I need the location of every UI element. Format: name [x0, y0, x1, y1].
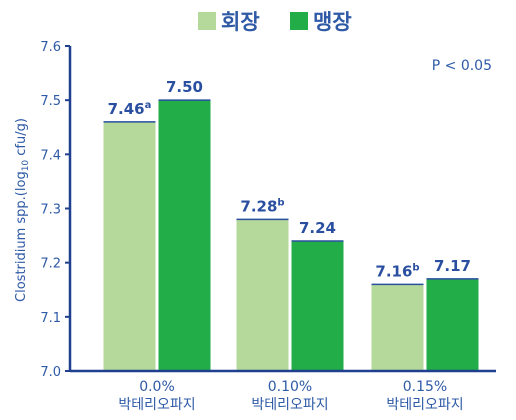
legend-swatch [290, 12, 308, 30]
bar-ileum [371, 284, 424, 371]
x-category-label: 0.15% 박테리오파지 [386, 379, 463, 413]
bar-cecum [426, 278, 479, 371]
value-labels: 7.46a 7.50 7.28b 7.24 7.16b 7.17 [108, 78, 471, 280]
value-label: 7.28b [240, 197, 284, 215]
y-axis: 7.0 7.1 7.2 7.3 7.4 7.5 7.6 [40, 40, 72, 380]
y-axis-label: Clostridium spp.(log10 cfu/g) [14, 118, 31, 302]
y-tick-label: 7.2 [40, 257, 61, 272]
y-tick-label: 7.0 [40, 365, 61, 380]
bar-group [103, 99, 479, 372]
chart-legend: 회장 맹장 [198, 10, 352, 34]
y-tick-label: 7.3 [40, 203, 61, 218]
y-tick-label: 7.4 [40, 148, 61, 163]
y-tick-label: 7.1 [40, 311, 61, 326]
legend-label: 맹장 [313, 10, 352, 34]
bar-ileum [236, 219, 289, 371]
legend-swatch [198, 12, 216, 30]
x-axis: 0.0% 박테리오파지 0.10% 박테리오파지 0.15% 박테리오파지 [70, 369, 496, 413]
y-tick-label: 7.6 [40, 40, 61, 55]
value-label: 7.17 [434, 257, 471, 275]
value-label: 7.16b [375, 262, 419, 280]
bar-ileum [103, 121, 156, 371]
legend-label: 회장 [221, 10, 260, 34]
bar-cecum [158, 100, 211, 372]
significance-annotation: P < 0.05 [432, 58, 492, 74]
x-category-label: 0.0% 박테리오파지 [118, 379, 195, 413]
value-label: 7.46a [108, 100, 152, 118]
value-label: 7.50 [166, 78, 203, 96]
bar-cecum [291, 241, 344, 371]
y-tick-label: 7.5 [40, 94, 61, 109]
value-label: 7.24 [299, 219, 336, 237]
x-category-label: 0.10% 박테리오파지 [251, 379, 328, 413]
